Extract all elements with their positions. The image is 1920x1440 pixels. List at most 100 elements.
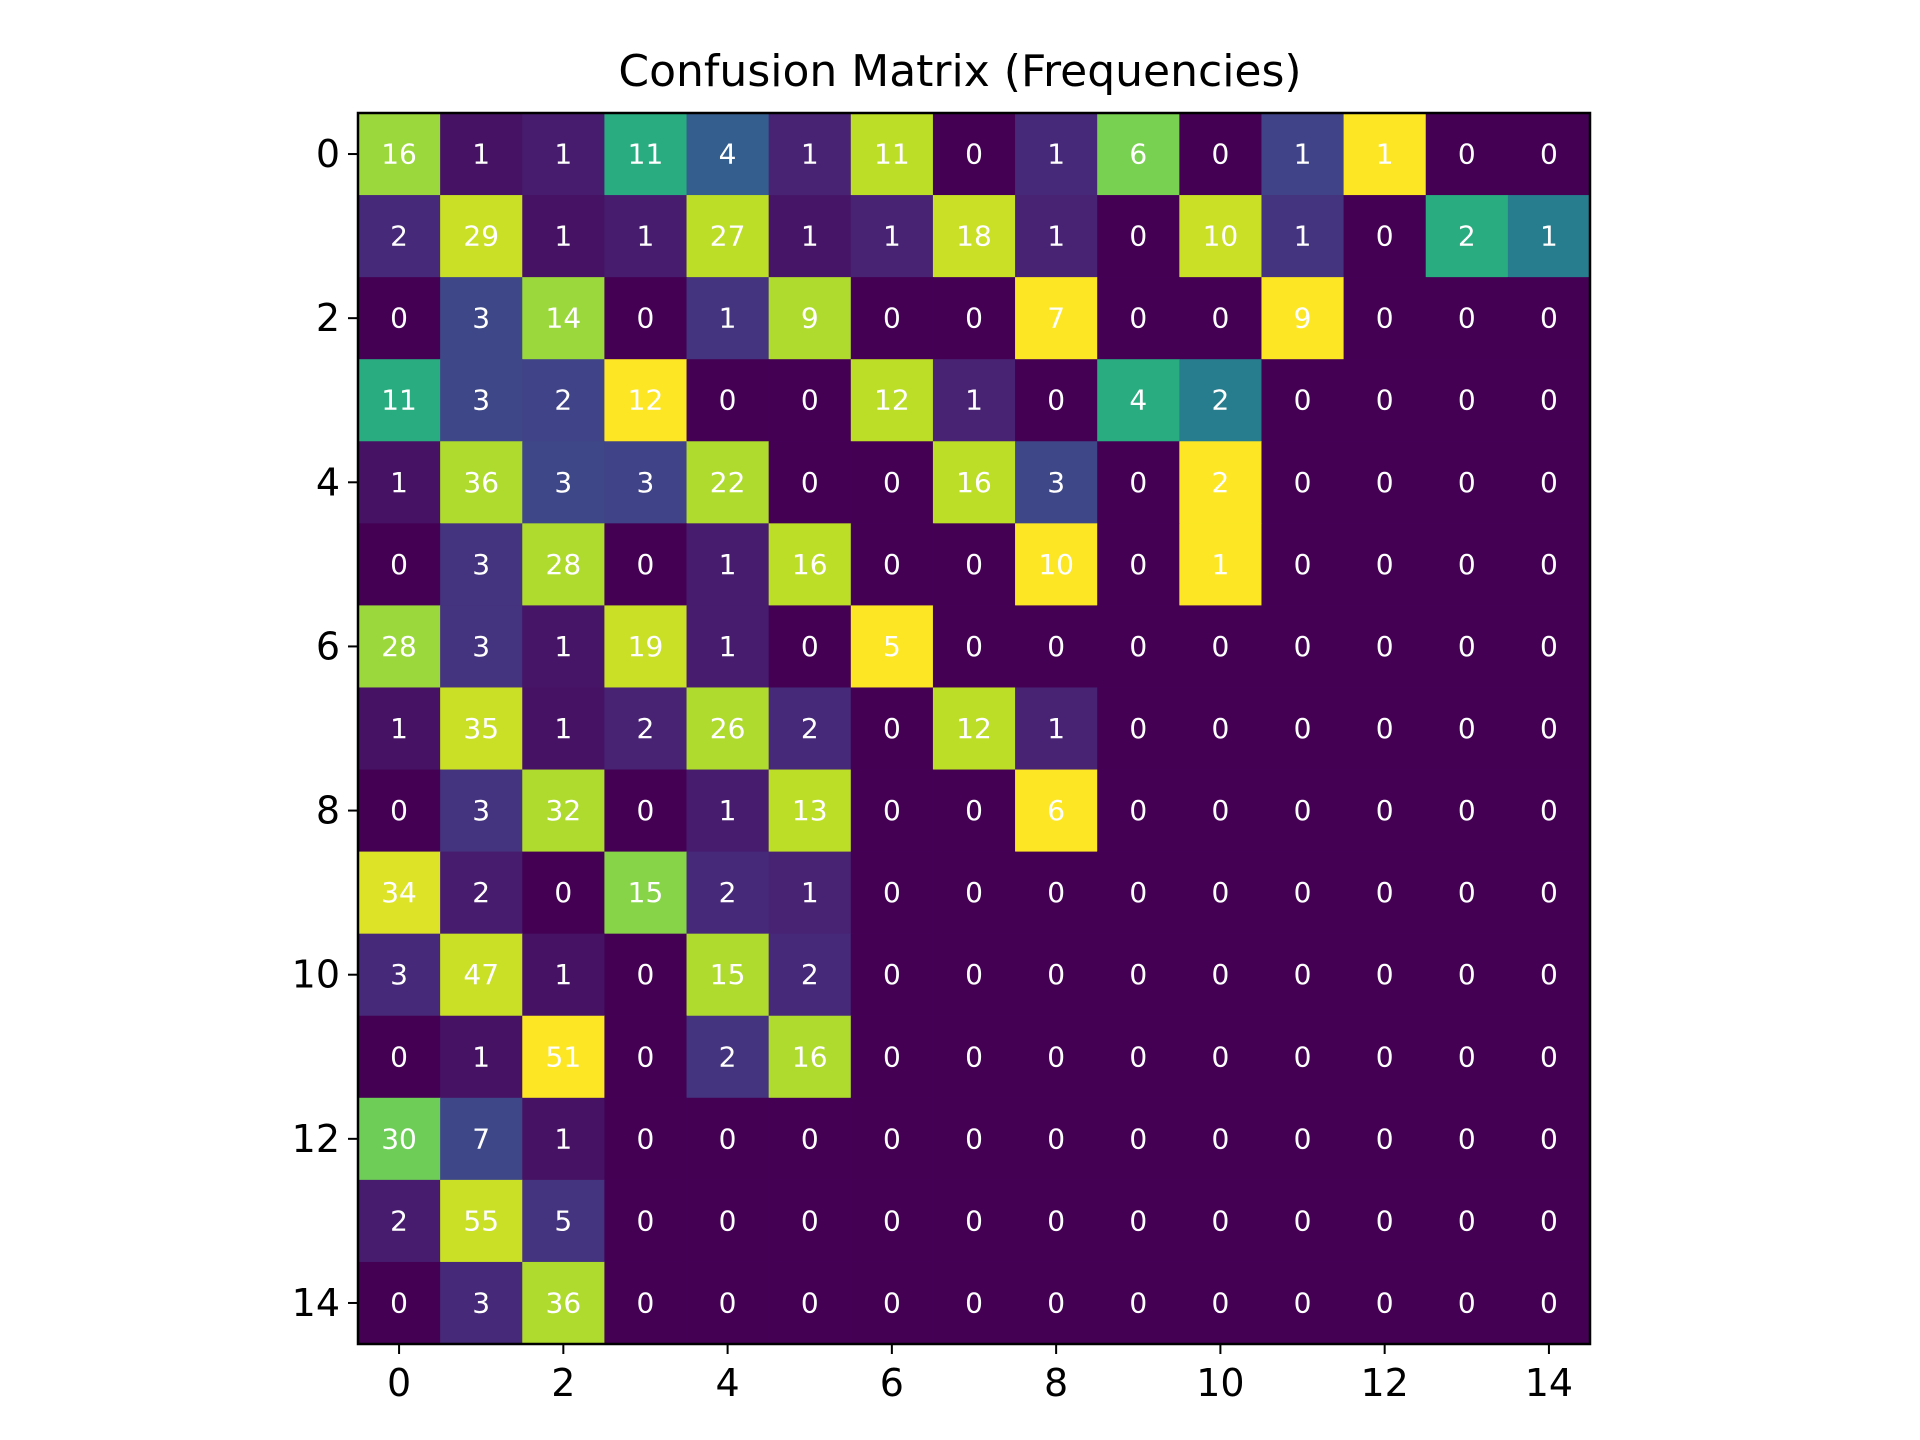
cell-value-r5-c0: 0 bbox=[390, 548, 408, 581]
cell-value-r6-c11: 0 bbox=[1294, 630, 1312, 663]
cell-value-r5-c13: 0 bbox=[1458, 548, 1476, 581]
heatmap-cell-r0-c2 bbox=[522, 113, 605, 196]
cell-value-r11-c5: 16 bbox=[792, 1040, 828, 1073]
heatmap-cell-r14-c7 bbox=[932, 1261, 1016, 1345]
cell-value-r7-c0: 1 bbox=[390, 712, 408, 745]
heatmap-cell-r9-c14 bbox=[1507, 851, 1591, 935]
heatmap-cell-r14-c11 bbox=[1261, 1261, 1345, 1345]
heatmap-cell-r10-c9 bbox=[1097, 933, 1180, 1017]
cell-value-r3-c10: 2 bbox=[1211, 384, 1229, 417]
heatmap-cell-r14-c5 bbox=[768, 1261, 852, 1345]
heatmap-cell-r8-c4 bbox=[686, 769, 770, 853]
cell-value-r12-c6: 0 bbox=[883, 1122, 901, 1155]
heatmap-cell-r10-c10 bbox=[1179, 933, 1263, 1017]
cell-value-r4-c0: 1 bbox=[390, 466, 408, 499]
cell-value-r11-c0: 0 bbox=[390, 1040, 408, 1073]
cell-value-r6-c14: 0 bbox=[1540, 630, 1558, 663]
cell-value-r4-c5: 0 bbox=[801, 466, 819, 499]
cell-value-r6-c3: 19 bbox=[628, 630, 664, 663]
heatmap-cell-r3-c3 bbox=[604, 359, 688, 442]
cell-value-r1-c14: 1 bbox=[1540, 220, 1558, 253]
cell-value-r9-c0: 34 bbox=[381, 876, 417, 909]
cell-value-r1-c4: 27 bbox=[710, 220, 746, 253]
cell-value-r7-c5: 2 bbox=[801, 712, 819, 745]
cell-value-r0-c9: 6 bbox=[1129, 138, 1147, 171]
x-tick-label: 12 bbox=[1360, 1361, 1408, 1405]
heatmap-cell-r12-c14 bbox=[1507, 1097, 1591, 1181]
heatmap-cell-r5-c10 bbox=[1179, 523, 1263, 606]
heatmap-cell-r8-c0 bbox=[358, 769, 441, 853]
cell-value-r10-c8: 0 bbox=[1047, 958, 1065, 991]
cell-value-r3-c9: 4 bbox=[1129, 384, 1147, 417]
heatmap-cell-r3-c13 bbox=[1425, 359, 1509, 442]
plot-frame bbox=[356, 111, 1592, 1346]
heatmap-cell-r12-c0 bbox=[358, 1097, 441, 1181]
cell-value-r5-c3: 0 bbox=[637, 548, 655, 581]
cell-value-r9-c7: 0 bbox=[965, 876, 983, 909]
heatmap-cell-r5-c0 bbox=[358, 523, 441, 606]
cell-value-r8-c1: 3 bbox=[472, 794, 490, 827]
cell-value-r2-c12: 0 bbox=[1376, 302, 1394, 335]
heatmap-cell-r6-c1 bbox=[440, 605, 523, 689]
x-tick-label: 8 bbox=[1044, 1361, 1068, 1405]
heatmap-cell-r11-c6 bbox=[850, 1015, 934, 1099]
heatmap-cell-r12-c3 bbox=[604, 1097, 688, 1181]
cell-value-r13-c5: 0 bbox=[801, 1204, 819, 1237]
cell-value-r6-c6: 5 bbox=[883, 630, 901, 663]
heatmap-cell-r8-c14 bbox=[1507, 769, 1591, 853]
x-tick-label: 4 bbox=[716, 1361, 740, 1405]
cell-value-r9-c1: 2 bbox=[472, 876, 490, 909]
cell-value-r12-c12: 0 bbox=[1376, 1122, 1394, 1155]
heatmap-cell-r4-c13 bbox=[1425, 441, 1509, 524]
cell-value-r4-c4: 22 bbox=[710, 466, 746, 499]
heatmap-cell-r3-c8 bbox=[1015, 359, 1098, 442]
heatmap-cell-r4-c9 bbox=[1097, 441, 1180, 524]
heatmap-cell-r9-c1 bbox=[440, 851, 523, 935]
heatmap-cell-r2-c10 bbox=[1179, 277, 1263, 360]
heatmap-cell-r5-c12 bbox=[1343, 523, 1427, 606]
heatmap-cell-r1-c13 bbox=[1425, 195, 1509, 278]
heatmap-cell-r7-c6 bbox=[850, 687, 934, 771]
cell-value-r10-c11: 0 bbox=[1294, 958, 1312, 991]
cell-value-r7-c2: 1 bbox=[554, 712, 572, 745]
cell-value-r11-c11: 0 bbox=[1294, 1040, 1312, 1073]
heatmap-cell-r5-c1 bbox=[440, 523, 523, 606]
heatmap-cell-r6-c0 bbox=[358, 605, 441, 689]
heatmap-cell-r14-c0 bbox=[358, 1261, 441, 1345]
cell-value-r3-c2: 2 bbox=[554, 384, 572, 417]
cell-value-r10-c3: 0 bbox=[637, 958, 655, 991]
heatmap-cell-r7-c7 bbox=[932, 687, 1016, 771]
cell-value-r13-c2: 5 bbox=[554, 1204, 572, 1237]
cell-value-r1-c6: 1 bbox=[883, 220, 901, 253]
heatmap-cell-r5-c5 bbox=[768, 523, 852, 606]
chart-title: Confusion Matrix (Frequencies) bbox=[618, 46, 1301, 97]
y-tick-label: 14 bbox=[292, 1281, 340, 1325]
cell-value-r14-c7: 0 bbox=[965, 1286, 983, 1319]
cell-value-r7-c8: 1 bbox=[1047, 712, 1065, 745]
cell-value-r11-c12: 0 bbox=[1376, 1040, 1394, 1073]
heatmap-cell-r11-c14 bbox=[1507, 1015, 1591, 1099]
heatmap-cell-r4-c3 bbox=[604, 441, 688, 524]
heatmap-cell-r0-c13 bbox=[1425, 113, 1509, 196]
cell-value-r4-c13: 0 bbox=[1458, 466, 1476, 499]
cell-value-r8-c7: 0 bbox=[965, 794, 983, 827]
heatmap-cell-r4-c12 bbox=[1343, 441, 1427, 524]
heatmap-cell-r1-c11 bbox=[1261, 195, 1345, 278]
heatmap-cell-r9-c2 bbox=[522, 851, 605, 935]
heatmap-cell-r2-c1 bbox=[440, 277, 523, 360]
heatmap-cell-r7-c3 bbox=[604, 687, 688, 771]
heatmap-cell-r12-c7 bbox=[932, 1097, 1016, 1181]
heatmap-cell-r11-c11 bbox=[1261, 1015, 1345, 1099]
heatmap-cell-r5-c13 bbox=[1425, 523, 1509, 606]
cell-value-r13-c11: 0 bbox=[1294, 1204, 1312, 1237]
y-tick-label: 2 bbox=[316, 296, 340, 340]
heatmap-cells bbox=[358, 113, 1591, 1345]
cell-value-r11-c9: 0 bbox=[1129, 1040, 1147, 1073]
cell-value-r11-c14: 0 bbox=[1540, 1040, 1558, 1073]
heatmap-cell-r12-c12 bbox=[1343, 1097, 1427, 1181]
heatmap-cell-r10-c12 bbox=[1343, 933, 1427, 1017]
cell-value-r7-c6: 0 bbox=[883, 712, 901, 745]
cell-value-r0-c14: 0 bbox=[1540, 138, 1558, 171]
heatmap-cell-r9-c4 bbox=[686, 851, 770, 935]
heatmap-cell-r4-c1 bbox=[440, 441, 523, 524]
